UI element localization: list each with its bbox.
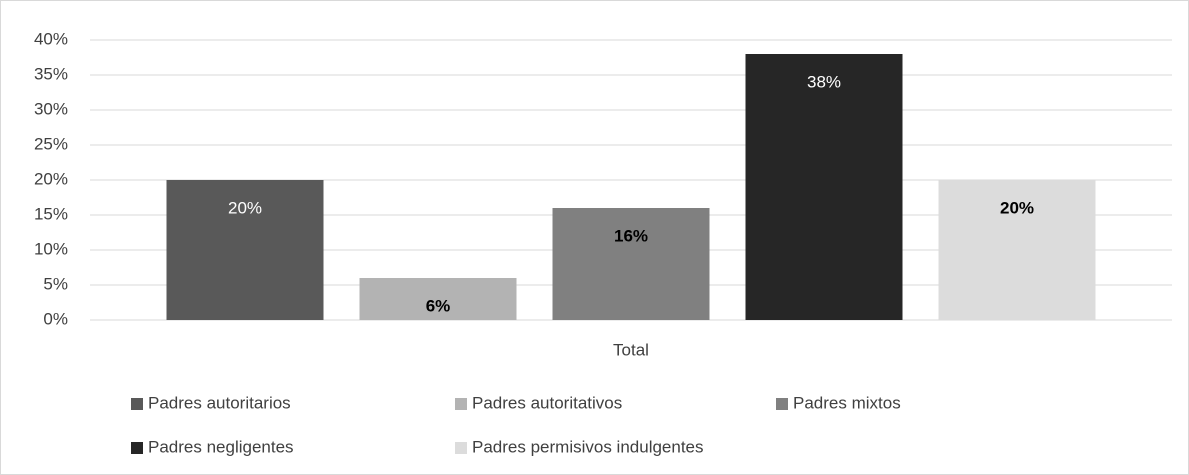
y-tick-label: 40% — [34, 29, 68, 48]
y-tick-label: 15% — [34, 204, 68, 223]
legend-label: Padres mixtos — [793, 393, 901, 412]
data-label: 16% — [614, 226, 648, 245]
legend-label: Padres autoritarios — [148, 393, 291, 412]
data-label: 6% — [426, 296, 451, 315]
bar — [938, 180, 1096, 320]
legend-swatch — [131, 398, 143, 410]
y-tick-label: 5% — [43, 274, 68, 293]
bar — [166, 180, 324, 320]
legend-swatch — [131, 442, 143, 454]
y-tick-label: 20% — [34, 169, 68, 188]
data-label: 38% — [807, 72, 841, 91]
bar — [745, 54, 903, 320]
x-tick-label: Total — [613, 340, 649, 359]
legend-label: Padres autoritativos — [472, 393, 622, 412]
y-tick-label: 30% — [34, 99, 68, 118]
data-label: 20% — [1000, 198, 1034, 217]
legend-swatch — [455, 398, 467, 410]
data-label: 20% — [228, 198, 262, 217]
legend-label: Padres permisivos indulgentes — [472, 437, 704, 456]
legend-label: Padres negligentes — [148, 437, 294, 456]
y-tick-label: 35% — [34, 64, 68, 83]
legend-swatch — [455, 442, 467, 454]
legend-swatch — [776, 398, 788, 410]
bar — [359, 278, 517, 320]
y-tick-label: 0% — [43, 309, 68, 328]
y-tick-label: 10% — [34, 239, 68, 258]
y-tick-label: 25% — [34, 134, 68, 153]
bar — [552, 208, 710, 320]
